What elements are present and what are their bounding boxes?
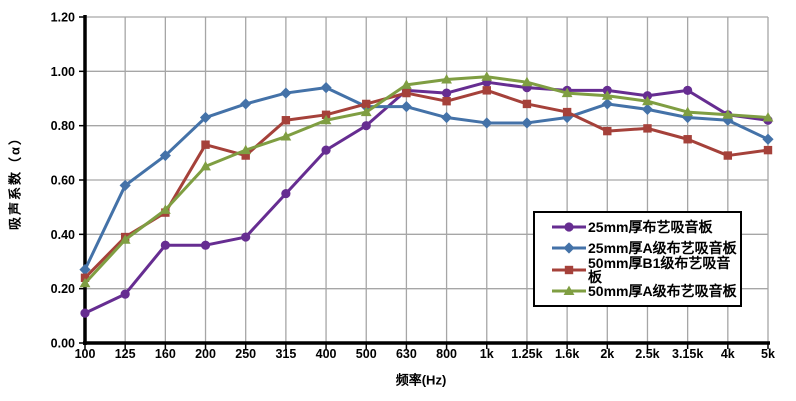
series-markers-2: [79, 82, 774, 276]
x-tick-label: 315: [275, 347, 296, 361]
x-tick-labels: 100 125 160 200 250 315 400 500 630 800 1k 1.25k 1.6…: [75, 347, 775, 361]
chart-legend: 25mm厚布艺吸音板 25mm厚A级布艺吸音板 50mm厚B1级布艺吸音板 50mm厚…: [533, 211, 742, 307]
legend-triangle-icon: [552, 285, 586, 296]
series-markers-3: [80, 86, 773, 282]
legend-item-1: 25mm厚布艺吸音板: [551, 217, 740, 237]
x-tick-label: 500: [356, 347, 377, 361]
y-tick-label: 1.20: [51, 11, 75, 25]
series-4: [79, 71, 774, 288]
y-tick-label: 0.60: [51, 174, 75, 188]
x-tick-label: 200: [195, 347, 216, 361]
x-tick-label: 1k: [480, 347, 494, 361]
y-tick-label: 0.00: [51, 337, 75, 351]
x-axis-title: 频率(Hz): [395, 372, 447, 388]
series-line-3: [83, 88, 770, 280]
x-tick-label: 4k: [721, 347, 735, 361]
x-tick-label: 1.25k: [511, 347, 542, 361]
series-line-2: [83, 86, 770, 272]
y-tick-label: 0.40: [51, 228, 75, 242]
legend-diamond-icon: [552, 242, 586, 254]
y-tick-label: 0.80: [51, 119, 75, 133]
legend-circle-icon: [552, 222, 586, 232]
legend-label: 50mm厚B1级布艺吸音板: [588, 254, 731, 285]
x-tick-label: 160: [155, 347, 176, 361]
series-line-4: [83, 75, 770, 285]
series-2: [79, 82, 774, 276]
x-tick-label: 2k: [600, 347, 614, 361]
legend-label: 25mm厚布艺吸音板: [588, 218, 713, 235]
x-tick-label: 250: [235, 347, 256, 361]
axes: [79, 15, 770, 349]
legend-label: 25mm厚A级布艺吸音板: [588, 240, 737, 257]
legend-item-2: 25mm厚A级布艺吸音板: [551, 238, 740, 258]
x-tick-label: 100: [75, 347, 96, 361]
x-tick-label: 800: [436, 347, 457, 361]
x-tick-label: 1.6k: [555, 347, 579, 361]
legend-square-icon: [552, 265, 586, 274]
x-tick-label: 125: [115, 347, 136, 361]
x-tick-label: 3.15k: [672, 347, 703, 361]
x-tick-label: 400: [316, 347, 337, 361]
series-3: [80, 86, 773, 282]
y-tick-label: 0.20: [51, 282, 75, 296]
y-tick-labels: 0.00 0.20 0.40 0.60 0.80 1.00 1.20: [51, 11, 75, 351]
y-axis-title: 吸声系数（α）: [7, 130, 23, 230]
legend-item-4: 50mm厚A级布艺吸音板: [551, 281, 740, 301]
series-line-1: [83, 80, 770, 315]
y-tick-label: 1.00: [51, 65, 75, 79]
legend-item-3: 50mm厚B1级布艺吸音板: [551, 256, 740, 284]
x-tick-label: 2.5k: [635, 347, 659, 361]
series-markers-4: [79, 71, 774, 288]
x-tick-label: 630: [396, 347, 417, 361]
legend-label: 50mm厚A级布艺吸音板: [588, 283, 737, 300]
x-tick-label: 5k: [761, 347, 775, 361]
